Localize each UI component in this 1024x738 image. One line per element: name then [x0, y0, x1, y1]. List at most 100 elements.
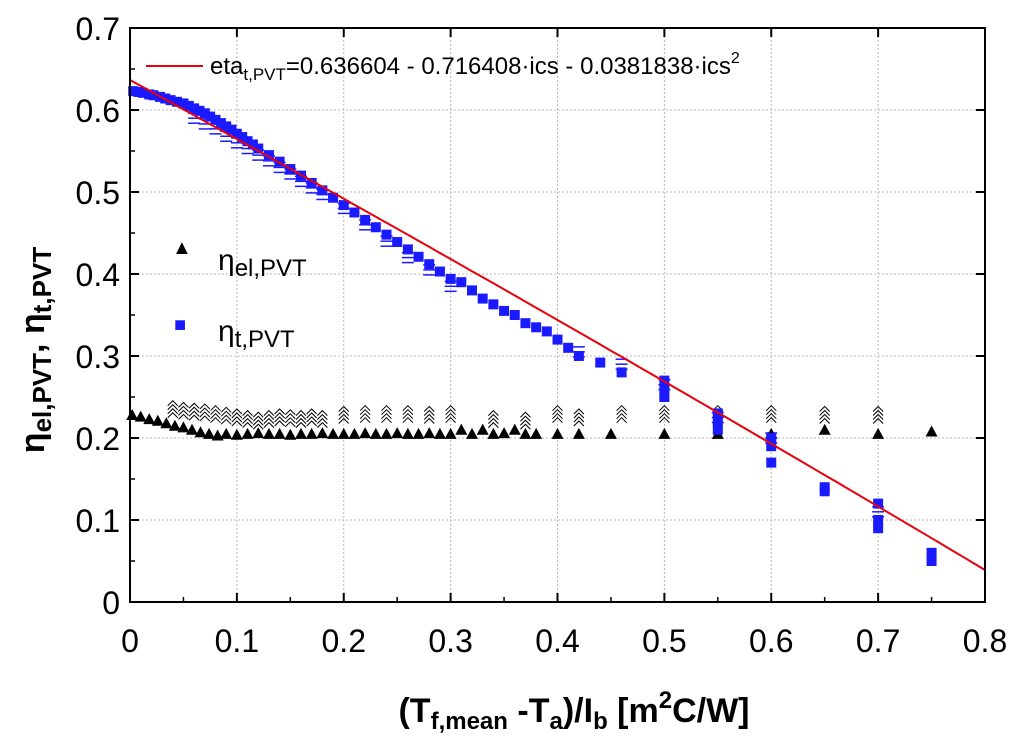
data-point-square	[381, 229, 392, 240]
grid	[130, 28, 985, 602]
data-point-chevron	[520, 415, 531, 422]
data-point-chevron	[263, 421, 275, 428]
data-point-chevron	[552, 408, 563, 416]
data-point-square	[199, 108, 210, 119]
data-point-triangle	[498, 427, 511, 439]
data-point-chevron	[359, 408, 371, 416]
x-tick-label: 0.5	[642, 623, 686, 659]
data-point-chevron	[616, 416, 627, 424]
x-tick-label: 0.1	[215, 623, 259, 659]
data-point-chevron	[659, 404, 670, 412]
data-point-square	[819, 486, 830, 497]
fit-label-mid: =0.636604 - 0.716408·ics - 0.0381838·ics	[286, 53, 731, 80]
x-label-sup: 2	[659, 687, 672, 714]
data-point-triangle	[658, 427, 671, 439]
data-point-square	[659, 392, 670, 402]
data-point-square	[413, 251, 424, 262]
data-point-triangle	[872, 427, 885, 439]
data-point-chevron	[274, 408, 285, 415]
data-point-chevron	[242, 421, 253, 428]
data-point-square	[183, 100, 194, 111]
x-tick-label: 0.3	[428, 623, 472, 659]
x-label-mid1: -T	[508, 692, 550, 730]
data-point-chevron	[167, 400, 179, 407]
data-point-chevron	[284, 421, 296, 428]
data-point-chevron	[552, 412, 563, 420]
data-point-chevron	[819, 417, 831, 424]
x-tick-label: 0.6	[749, 623, 793, 659]
data-point-chevron	[445, 404, 456, 412]
data-point-chevron	[167, 408, 179, 415]
data-point-square	[434, 266, 445, 277]
data-point-chevron	[402, 416, 414, 424]
data-point-chevron	[520, 411, 531, 418]
data-point-chevron	[188, 410, 200, 417]
data-point-chevron	[381, 408, 392, 416]
data-point-square	[616, 367, 627, 378]
data-point-chevron	[445, 408, 456, 416]
data-point-square	[253, 143, 264, 154]
data-point-chevron	[659, 412, 670, 420]
data-point-square	[456, 277, 467, 288]
data-point-chevron	[359, 404, 371, 412]
data-point-chevron	[573, 416, 585, 423]
data-point-chevron	[188, 414, 200, 421]
data-point-square	[595, 357, 606, 368]
data-point-chevron	[210, 404, 221, 412]
data-point-square	[573, 351, 584, 361]
data-point-triangle	[455, 423, 468, 435]
data-point-triangle	[194, 426, 207, 438]
data-point-square	[445, 273, 456, 284]
data-point-chevron	[167, 412, 179, 419]
y-tick-label: 0.3	[76, 339, 120, 375]
data-point-chevron	[274, 412, 285, 419]
data-point-chevron	[188, 406, 200, 413]
data-point-chevron	[872, 409, 884, 416]
y-tick-label: 0.4	[76, 257, 120, 293]
data-point-chevron	[765, 416, 777, 424]
axis-tick-labels: 0 0.1 0.2 0.3 0.4 0.5 0.6 0.7 0.8 0 0.1 0.2 0.3 0.4 0.…	[76, 11, 1008, 659]
data-point-chevron	[274, 420, 285, 427]
x-label-mid3: [m	[608, 692, 659, 730]
data-point-chevron	[445, 412, 456, 420]
fit-label-pre: eta	[210, 53, 244, 80]
legend-label-el: ηel,PVT	[218, 244, 307, 282]
data-point-chevron	[819, 409, 831, 416]
data-point-chevron	[178, 409, 189, 416]
data-point-chevron	[231, 420, 243, 427]
data-point-chevron	[359, 412, 371, 420]
y-tick-label: 0.2	[76, 421, 120, 457]
fit-label: etat,PVT=0.636604 - 0.716408·ics - 0.038…	[210, 50, 740, 84]
data-point-square	[520, 318, 531, 329]
data-point-chevron	[167, 404, 179, 411]
data-point-chevron	[210, 412, 221, 420]
data-point-chevron	[263, 413, 275, 420]
data-point-square	[766, 457, 777, 468]
data-point-triangle	[211, 429, 224, 441]
data-point-triangle	[337, 427, 350, 439]
data-point-chevron	[263, 409, 275, 416]
x-label-sub3: b	[593, 708, 608, 735]
y-tick-label: 0.7	[76, 11, 120, 47]
data-point-chevron	[573, 408, 585, 415]
data-point-chevron	[616, 404, 627, 412]
data-point-triangle	[305, 427, 318, 439]
data-point-chevron	[488, 421, 499, 428]
fit-label-sup: 2	[731, 50, 740, 67]
data-point-square	[194, 105, 205, 116]
data-point-square	[338, 200, 349, 211]
data-point-chevron	[381, 416, 392, 424]
data-point-square	[210, 114, 221, 125]
data-point-chevron	[423, 409, 435, 416]
data-point-triangle	[530, 427, 543, 439]
data-point-triangle	[203, 427, 216, 439]
data-point-square	[205, 111, 216, 122]
y-label-sub2: t,PVT	[27, 247, 57, 314]
data-point-chevron	[819, 405, 831, 412]
data-point-chevron	[220, 410, 232, 417]
x-tick-label: 0.2	[322, 623, 366, 659]
data-point-square	[541, 326, 552, 337]
data-point-chevron	[520, 419, 531, 426]
data-point-square	[215, 118, 226, 129]
axis-ticks	[129, 27, 986, 603]
